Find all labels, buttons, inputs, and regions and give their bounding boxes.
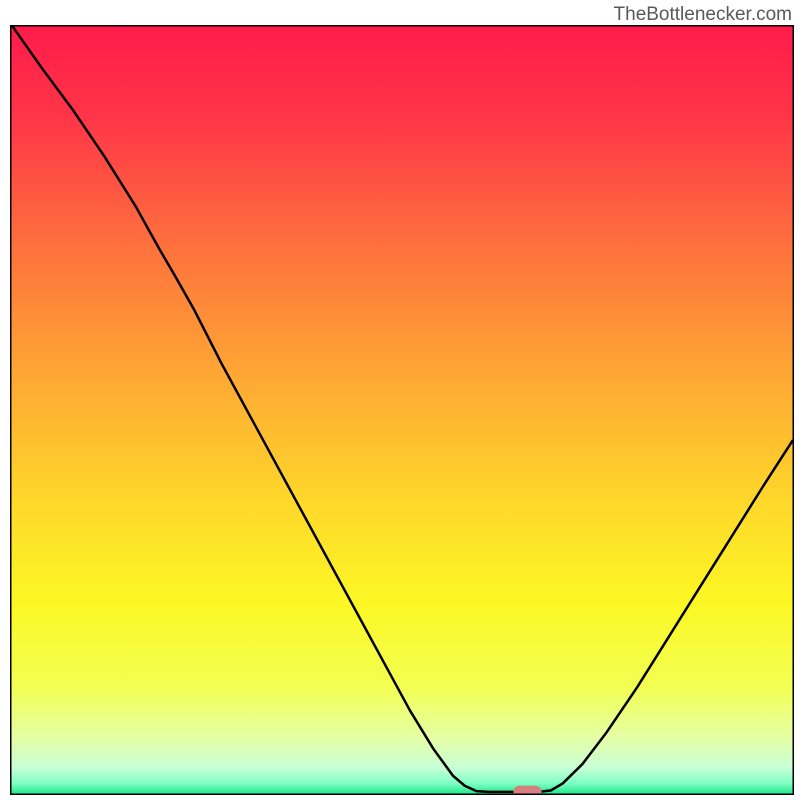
watermark-text: TheBottlenecker.com bbox=[614, 4, 792, 26]
plot-area bbox=[10, 25, 794, 795]
gradient-background bbox=[10, 25, 794, 795]
chart-container: TheBottlenecker.com bbox=[0, 0, 800, 800]
plot-svg bbox=[10, 25, 794, 795]
